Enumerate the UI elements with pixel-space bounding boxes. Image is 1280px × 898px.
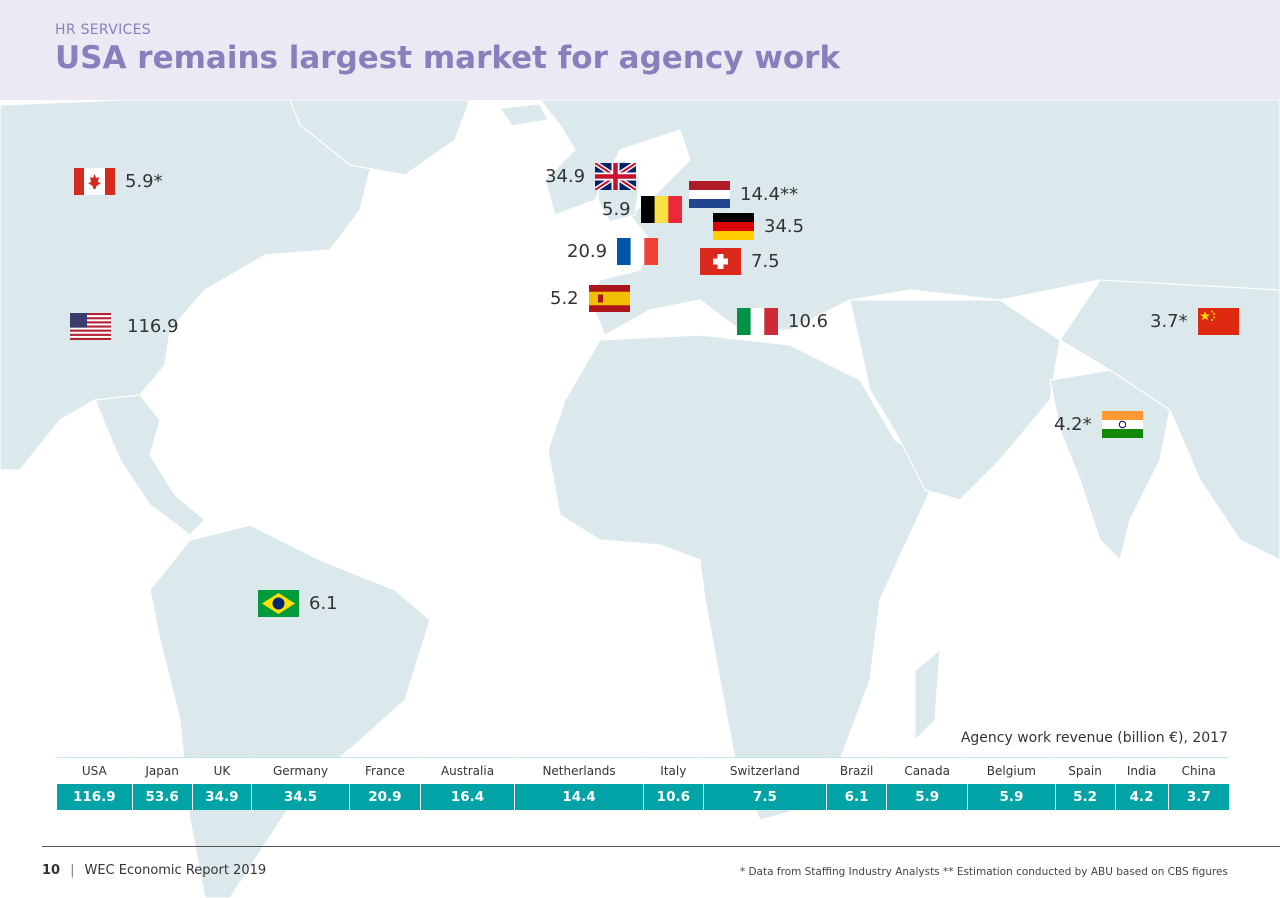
value-cell: 5.9 (967, 783, 1056, 810)
footer-divider (42, 846, 1280, 847)
value-cell: 53.6 (132, 783, 193, 810)
country-cell: Canada (886, 757, 969, 784)
marker-spain: 5.2 (550, 285, 630, 312)
value-label: 5.9 (602, 199, 631, 220)
usa-flag-icon (70, 313, 111, 340)
country-cell: India (1115, 757, 1169, 784)
marker-netherlands: 14.4** (689, 181, 798, 208)
value-label: 4.2* (1054, 414, 1092, 435)
netherlands-flag-icon (689, 181, 730, 208)
value-label: 34.9 (545, 166, 586, 187)
footnote: * Data from Staffing Industry Analysts *… (739, 866, 1228, 878)
value-label: 10.6 (788, 311, 829, 332)
value-label: 5.9* (125, 171, 163, 192)
central-america-landmass (94, 394, 206, 536)
europe-landmass (539, 100, 1280, 336)
marker-belgium: 5.9 (602, 196, 682, 223)
country-cell: Spain (1055, 757, 1116, 784)
report-name: WEC Economic Report 2019 (84, 863, 267, 878)
greenland-landmass (289, 100, 471, 176)
china-flag-icon (1197, 308, 1239, 335)
value-cell: 16.4 (420, 783, 516, 810)
madagascar-landmass (914, 648, 941, 742)
country-cell: China (1168, 757, 1231, 784)
footer-separator: | (70, 863, 75, 878)
value-cell: 20.9 (349, 783, 421, 810)
east-asia-landmass (1059, 279, 1280, 561)
value-cell: 7.5 (703, 783, 828, 810)
italy-flag-icon (737, 308, 778, 335)
country-cell: Netherlands (514, 757, 644, 784)
country-cell: Australia (420, 757, 516, 784)
germany-flag-icon (713, 213, 754, 240)
value-cell: 3.7 (1168, 783, 1231, 810)
value-cell: 10.6 (643, 783, 704, 810)
switzerland-flag-icon (700, 248, 741, 275)
south-america-landmass (149, 524, 431, 898)
middle-east-landmass (849, 299, 1061, 501)
value-cell: 5.2 (1055, 783, 1116, 810)
iceland-landmass (498, 103, 549, 127)
country-cell: Italy (643, 757, 704, 784)
country-cell: UK (192, 757, 253, 784)
value-label: 14.4** (740, 184, 799, 205)
value-label: 116.9 (127, 316, 179, 337)
marker-china: 3.7* (1150, 308, 1239, 335)
canada-flag-icon (74, 168, 115, 195)
value-label: 5.2 (550, 288, 579, 309)
value-cell: 116.9 (57, 783, 133, 810)
value-label: 6.1 (309, 593, 338, 614)
marker-france: 20.9 (567, 238, 659, 265)
africa-landmass (547, 334, 941, 821)
brazil-flag-icon (258, 590, 299, 617)
north-america-landmass (0, 100, 381, 471)
marker-uk: 34.9 (545, 163, 637, 190)
value-label: 34.5 (764, 216, 805, 237)
value-cell: 14.4 (514, 783, 644, 810)
country-cell: Germany (251, 757, 350, 784)
country-header-row: USA Japan UK Germany France Australia Ne… (57, 757, 1231, 784)
country-cell: France (349, 757, 421, 784)
country-cell: USA (57, 757, 133, 784)
value-cell: 6.1 (826, 783, 888, 810)
marker-india: 4.2* (1054, 411, 1143, 438)
marker-switzerland: 7.5 (700, 248, 780, 275)
marker-germany: 34.5 (713, 213, 804, 240)
value-label: 20.9 (567, 241, 608, 262)
india-flag-icon (1101, 411, 1143, 438)
country-cell: Belgium (967, 757, 1056, 784)
value-row: 116.9 53.6 34.9 34.5 20.9 16.4 14.4 10.6… (57, 783, 1231, 810)
section-label: HR SERVICES (55, 22, 151, 38)
value-label: 7.5 (751, 251, 780, 272)
belgium-flag-icon (640, 196, 682, 223)
uk-flag-icon (595, 163, 637, 190)
spain-flag-icon (588, 285, 630, 312)
value-cell: 4.2 (1115, 783, 1169, 810)
marker-canada: 5.9* (74, 168, 163, 195)
page-title: USA remains largest market for agency wo… (55, 40, 841, 76)
value-cell: 34.9 (192, 783, 253, 810)
value-cell: 5.9 (886, 783, 969, 810)
footer-left: 10 | WEC Economic Report 2019 (42, 863, 266, 878)
table-caption: Agency work revenue (billion €), 2017 (960, 730, 1228, 746)
header-band: HR SERVICES USA remains largest market f… (0, 0, 1280, 100)
revenue-table: USA Japan UK Germany France Australia Ne… (57, 757, 1231, 810)
page-number: 10 (42, 863, 61, 878)
country-cell: Brazil (826, 757, 888, 784)
value-cell: 34.5 (251, 783, 350, 810)
france-flag-icon (617, 238, 659, 265)
country-cell: Japan (132, 757, 193, 784)
marker-usa: 116.9 (70, 313, 179, 340)
country-cell: Switzerland (703, 757, 828, 784)
value-label: 3.7* (1150, 311, 1188, 332)
marker-brazil: 6.1 (258, 590, 338, 617)
marker-italy: 10.6 (737, 308, 828, 335)
